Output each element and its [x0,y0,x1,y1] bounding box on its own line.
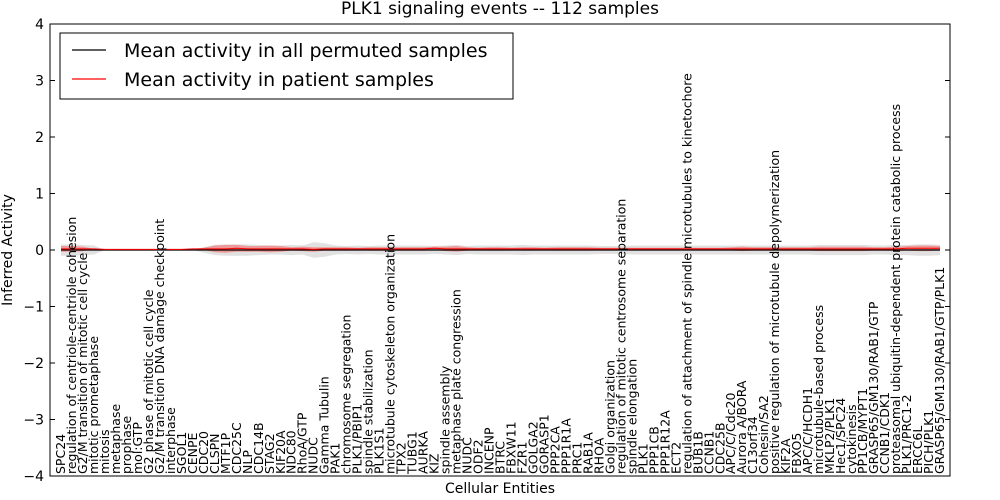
legend-label-patient: Mean activity in patient samples [124,69,434,91]
chart-title: PLK1 signaling events -- 112 samples [341,0,659,19]
y-tick-label: 1 [35,187,44,203]
y-tick-label: −3 [23,413,44,429]
y-tick-label: −4 [23,469,44,485]
series-layer [61,248,940,250]
legend: Mean activity in all permuted samples Me… [60,33,513,99]
y-tick-label: −1 [23,300,44,316]
y-axis-label: Inferred Activity [0,194,16,306]
y-tick-label: 3 [35,74,44,90]
x-category-label: regulation of attachment of spindle micr… [679,73,694,474]
y-tick-label: 0 [35,243,44,259]
y-tick-label: 4 [35,17,44,33]
chart: PLK1 signaling events -- 112 samples Inf… [0,0,1000,500]
x-category-label: microtubule cytoskeleton organization [383,234,398,474]
y-tick-label: 2 [35,130,44,146]
x-category-label: positive regulation of microtubule depol… [767,150,782,474]
y-tick-label: −2 [23,356,44,372]
legend-label-permuted: Mean activity in all permuted samples [124,40,487,62]
x-axis-label: Cellular Entities [445,481,555,497]
x-category-label: GRASP65/GM130/RAB1/GTP/PLK1 [932,267,947,474]
patient-mean-line [61,248,940,249]
